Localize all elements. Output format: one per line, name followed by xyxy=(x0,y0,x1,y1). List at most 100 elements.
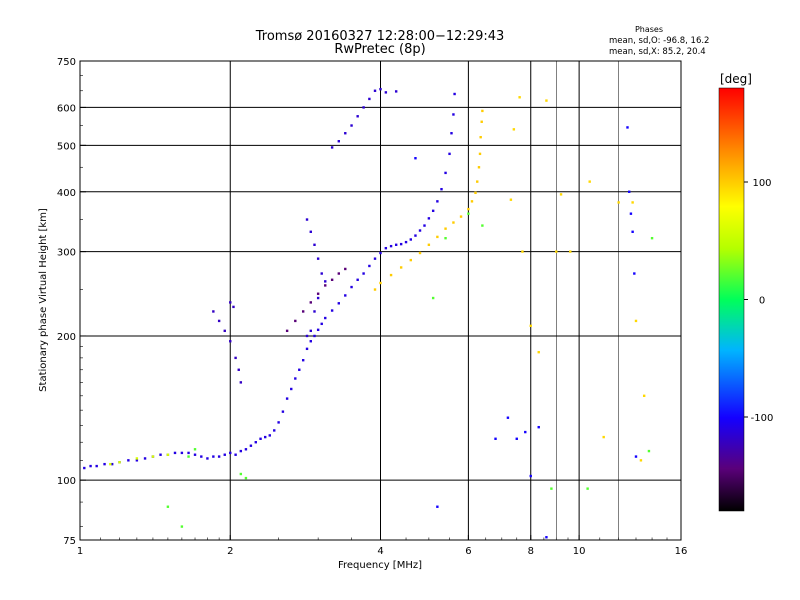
y-tick-label: 100 xyxy=(57,476,76,487)
data-point xyxy=(436,235,439,239)
data-point xyxy=(135,457,139,460)
data-point xyxy=(316,257,320,260)
data-point xyxy=(217,319,221,323)
data-point xyxy=(193,453,197,456)
data-point xyxy=(298,368,301,371)
data-point xyxy=(569,250,572,253)
data-point xyxy=(330,278,334,281)
data-point xyxy=(444,171,447,175)
data-point xyxy=(373,288,377,291)
data-point xyxy=(118,461,121,464)
data-point xyxy=(518,96,521,99)
data-point xyxy=(459,215,463,218)
data-point xyxy=(301,359,305,362)
data-point xyxy=(223,329,226,333)
data-point xyxy=(506,416,510,419)
data-point xyxy=(423,224,426,227)
data-point xyxy=(389,273,393,277)
data-point xyxy=(305,218,309,221)
data-point xyxy=(362,106,365,109)
data-point xyxy=(418,229,422,232)
data-point xyxy=(324,284,327,287)
data-point xyxy=(301,310,305,313)
data-point xyxy=(373,257,377,260)
data-point xyxy=(344,294,347,297)
data-point xyxy=(550,487,553,490)
data-point xyxy=(512,128,516,131)
data-point xyxy=(521,250,524,253)
chart-title: Tromsø 20160327 12:28:00−12:29:43 xyxy=(255,29,505,44)
data-point xyxy=(356,278,359,281)
data-point xyxy=(217,455,221,458)
data-point xyxy=(109,462,112,466)
data-point xyxy=(650,236,654,240)
data-point xyxy=(320,322,323,326)
x-tick-label: 1 xyxy=(77,546,83,557)
data-point xyxy=(631,201,634,204)
data-point xyxy=(309,340,312,343)
data-point xyxy=(229,451,232,455)
data-point xyxy=(337,302,341,305)
data-point xyxy=(617,201,620,204)
data-point xyxy=(509,198,513,201)
colorbar-tick-label: 0 xyxy=(759,296,765,307)
x-tick-label: 2 xyxy=(227,546,233,557)
data-point xyxy=(427,217,431,220)
data-point xyxy=(467,212,470,215)
data-point xyxy=(320,272,323,275)
data-point xyxy=(555,250,558,253)
data-point xyxy=(330,309,334,312)
data-point xyxy=(537,425,540,429)
data-point xyxy=(418,251,422,255)
data-point xyxy=(337,272,341,275)
data-point xyxy=(394,90,398,93)
data-point xyxy=(350,285,353,289)
y-tick-label: 75 xyxy=(63,536,76,547)
data-point xyxy=(309,230,312,233)
data-point xyxy=(414,234,417,237)
data-point xyxy=(379,87,382,91)
data-point xyxy=(444,227,447,230)
data-point xyxy=(628,190,631,193)
data-point xyxy=(470,200,474,203)
data-point xyxy=(427,243,431,246)
data-point xyxy=(409,238,412,241)
data-point xyxy=(239,381,243,384)
data-point xyxy=(316,292,320,295)
data-point xyxy=(95,464,98,468)
data-point xyxy=(634,319,638,323)
data-point xyxy=(313,243,316,246)
data-point xyxy=(232,305,235,309)
data-point xyxy=(529,474,532,478)
data-point xyxy=(529,324,532,328)
data-point xyxy=(389,244,393,248)
data-point xyxy=(586,487,589,490)
x-tick-label: 16 xyxy=(675,546,688,557)
data-point xyxy=(187,451,190,455)
phase-stats-o-mode: mean, sd,O: -96.8, 16.2 xyxy=(609,36,709,46)
data-point xyxy=(187,455,190,458)
data-point xyxy=(478,152,482,156)
y-tick-label: 500 xyxy=(57,141,76,152)
data-point xyxy=(394,243,398,246)
data-point xyxy=(206,457,209,460)
data-point xyxy=(452,221,455,224)
data-point xyxy=(294,319,297,323)
data-point xyxy=(180,451,184,455)
data-point xyxy=(212,310,215,313)
data-point xyxy=(254,441,257,444)
y-tick-label: 200 xyxy=(57,332,76,343)
data-point xyxy=(83,466,86,470)
data-point xyxy=(524,430,527,434)
data-point xyxy=(639,459,643,462)
data-point xyxy=(356,115,359,118)
data-point xyxy=(313,334,316,338)
data-point xyxy=(368,97,371,101)
data-point xyxy=(309,329,312,333)
data-point xyxy=(467,207,470,211)
data-point xyxy=(431,296,435,300)
data-point xyxy=(545,536,548,539)
data-point xyxy=(559,193,563,196)
data-point xyxy=(368,264,371,268)
data-point xyxy=(436,200,439,203)
